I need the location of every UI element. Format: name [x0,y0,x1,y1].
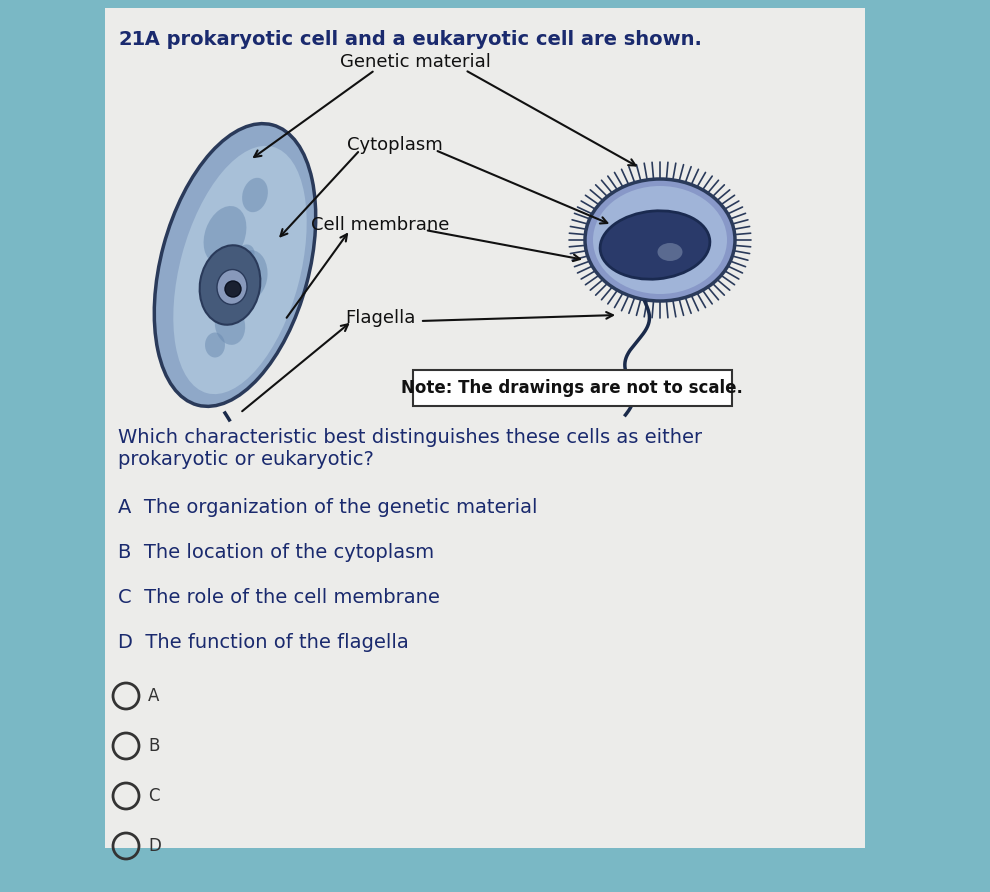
Text: 21: 21 [118,30,146,49]
Ellipse shape [200,245,260,325]
FancyBboxPatch shape [413,370,732,406]
Ellipse shape [593,186,727,294]
Text: C: C [148,787,159,805]
Text: Genetic material: Genetic material [340,53,490,71]
Text: B: B [148,737,159,755]
Ellipse shape [217,269,248,304]
Text: Cytoplasm: Cytoplasm [347,136,443,154]
Text: A prokaryotic cell and a eukaryotic cell are shown.: A prokaryotic cell and a eukaryotic cell… [138,30,702,49]
FancyBboxPatch shape [105,8,865,848]
Ellipse shape [205,333,225,358]
Text: A: A [148,687,159,705]
Text: Cell membrane: Cell membrane [311,216,449,234]
Ellipse shape [173,146,307,394]
Ellipse shape [629,241,682,269]
Ellipse shape [616,217,685,253]
Circle shape [225,281,241,297]
Ellipse shape [154,124,316,407]
Text: C  The role of the cell membrane: C The role of the cell membrane [118,588,440,607]
Text: Flagella: Flagella [345,309,415,327]
Ellipse shape [215,305,246,345]
Ellipse shape [233,250,267,300]
Text: Which characteristic best distinguishes these cells as either
prokaryotic or euk: Which characteristic best distinguishes … [118,428,702,469]
Ellipse shape [585,179,735,301]
Ellipse shape [243,178,268,212]
Text: Note: The drawings are not to scale.: Note: The drawings are not to scale. [401,379,742,397]
Ellipse shape [657,243,682,261]
Ellipse shape [236,244,254,266]
Ellipse shape [633,230,697,260]
Text: B  The location of the cytoplasm: B The location of the cytoplasm [118,543,435,562]
Ellipse shape [204,206,247,264]
Text: D: D [148,837,160,855]
Text: A  The organization of the genetic material: A The organization of the genetic materi… [118,498,538,517]
Text: D  The function of the flagella: D The function of the flagella [118,633,409,652]
Ellipse shape [600,211,710,279]
